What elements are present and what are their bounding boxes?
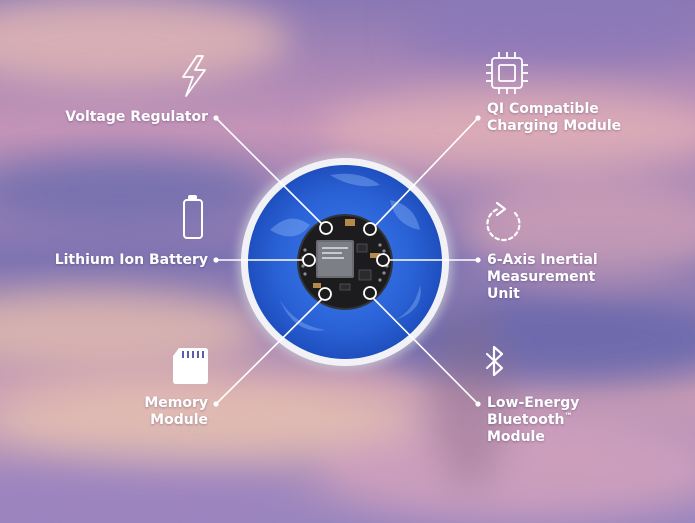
connector-qi-charging-module (371, 117, 479, 230)
connector-ble-module (369, 294, 479, 405)
connector-voltage-regulator (215, 117, 327, 229)
label-line: 6-Axis Inertial (487, 252, 598, 268)
label-qi-charging-module: QI Compatible Charging Module (487, 101, 687, 135)
label-line: Unit (487, 286, 520, 302)
label-line: Module (150, 412, 208, 428)
rotate-arrow-icon (486, 201, 521, 242)
label-line: QI Compatible (487, 101, 599, 117)
pcb-marker-imu (376, 253, 390, 267)
label-ble-module: Low-Energy Bluetooth™ Module (487, 395, 687, 446)
lightning-bolt-icon (182, 55, 206, 97)
pcb-marker-ble (363, 286, 377, 300)
label-line: Module (487, 429, 545, 445)
label-line: Charging Module (487, 118, 622, 134)
pcb-marker-qi (363, 222, 377, 236)
connector-dot (475, 257, 481, 263)
label-imu: 6-Axis Inertial Measurement Unit (487, 252, 687, 303)
label-lithium-ion-battery: Lithium Ion Battery (20, 252, 208, 269)
pcb-marker-memory (318, 287, 332, 301)
battery-icon (183, 195, 203, 239)
connector-dot (213, 257, 219, 263)
sd-card-icon (173, 348, 208, 384)
label-text: Bluetooth (487, 412, 565, 428)
connector-dot (475, 401, 481, 407)
sensor-device (238, 155, 452, 369)
label-line: Memory (144, 395, 208, 411)
label-memory-module: Memory Module (20, 395, 208, 429)
label-voltage-regulator: Voltage Regulator (20, 109, 208, 126)
label-line: Low-Energy (487, 395, 580, 411)
trademark-symbol: ™ (564, 411, 573, 421)
bluetooth-icon (485, 345, 504, 377)
chip-icon (486, 52, 528, 94)
label-line: Bluetooth™ (487, 412, 687, 429)
label-line: Voltage Regulator (65, 109, 208, 125)
pcb-marker-battery (302, 253, 316, 267)
label-line: Lithium Ion Battery (54, 252, 208, 268)
connector-memory-module (215, 295, 326, 405)
connector-dot (475, 115, 481, 121)
connector-dot (213, 401, 219, 407)
pcb-marker-voltage-regulator (319, 221, 333, 235)
connector-dot (213, 115, 219, 121)
label-line: Measurement (487, 269, 596, 285)
